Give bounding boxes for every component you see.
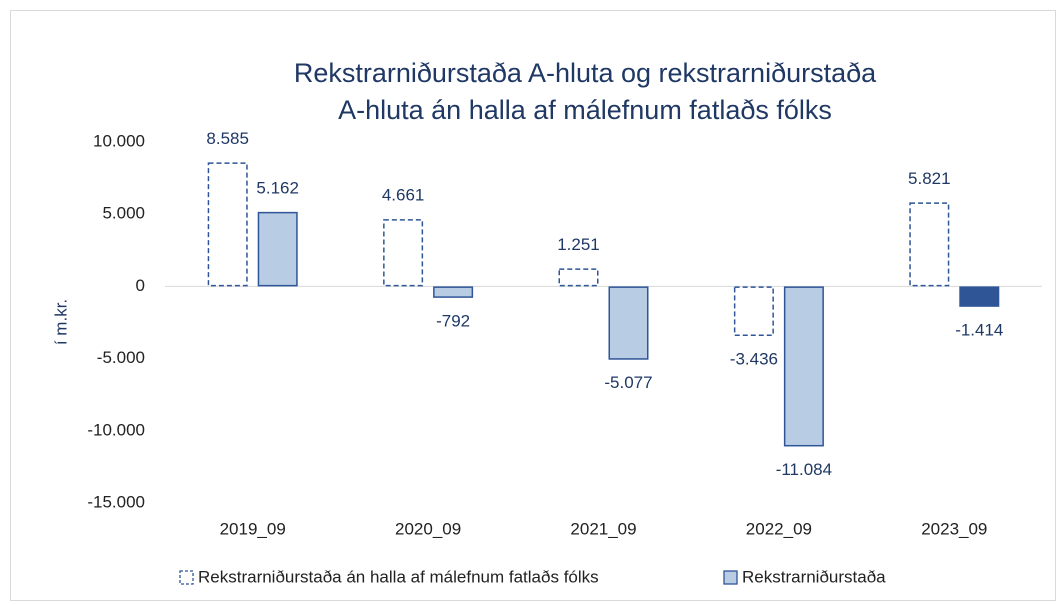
legend-swatch bbox=[723, 570, 738, 585]
bar bbox=[959, 286, 1000, 307]
x-tick-label: 2022_09 bbox=[746, 519, 812, 538]
chart-title: A-hluta án halla af málefnum fatlaðs fól… bbox=[338, 95, 832, 125]
legend-swatch bbox=[179, 570, 194, 585]
data-label: 5.821 bbox=[908, 169, 951, 188]
y-axis-title: í m.kr. bbox=[51, 299, 70, 345]
y-tick-label: -15.000 bbox=[87, 492, 145, 511]
y-tick-label: -10.000 bbox=[87, 420, 145, 439]
bar bbox=[207, 162, 248, 287]
data-label: 8.585 bbox=[206, 129, 249, 148]
data-label: 4.661 bbox=[382, 186, 425, 205]
bar bbox=[733, 286, 774, 337]
data-label: -792 bbox=[436, 311, 470, 330]
y-tick-label: 10.000 bbox=[93, 131, 145, 150]
chart-title: Rekstrarniðurstaða A-hluta og rekstrarni… bbox=[294, 58, 877, 88]
y-tick-label: -5.000 bbox=[97, 348, 145, 367]
bar bbox=[608, 286, 649, 360]
data-label: -1.414 bbox=[955, 320, 1003, 339]
x-tick-label: 2019_09 bbox=[220, 519, 286, 538]
data-label: -5.077 bbox=[604, 373, 652, 392]
bar bbox=[433, 286, 474, 298]
data-label: 5.162 bbox=[256, 178, 299, 197]
bar bbox=[257, 211, 298, 287]
bar bbox=[909, 202, 950, 287]
y-tick-label: 5.000 bbox=[102, 204, 145, 223]
bar bbox=[383, 219, 424, 287]
legend-label: Rekstrarniðurstaða án halla af málefnum … bbox=[198, 567, 599, 586]
bar bbox=[783, 286, 824, 447]
data-label: -3.436 bbox=[730, 350, 778, 369]
legend-label: Rekstrarniðurstaða bbox=[742, 567, 886, 586]
data-label: -11.084 bbox=[776, 460, 832, 479]
x-tick-label: 2020_09 bbox=[395, 519, 461, 538]
x-tick-label: 2023_09 bbox=[921, 519, 987, 538]
bar bbox=[558, 268, 599, 287]
y-tick-label: 0 bbox=[136, 276, 145, 295]
chart-border bbox=[10, 10, 1056, 601]
x-tick-label: 2021_09 bbox=[570, 519, 636, 538]
data-label: 1.251 bbox=[557, 235, 600, 254]
